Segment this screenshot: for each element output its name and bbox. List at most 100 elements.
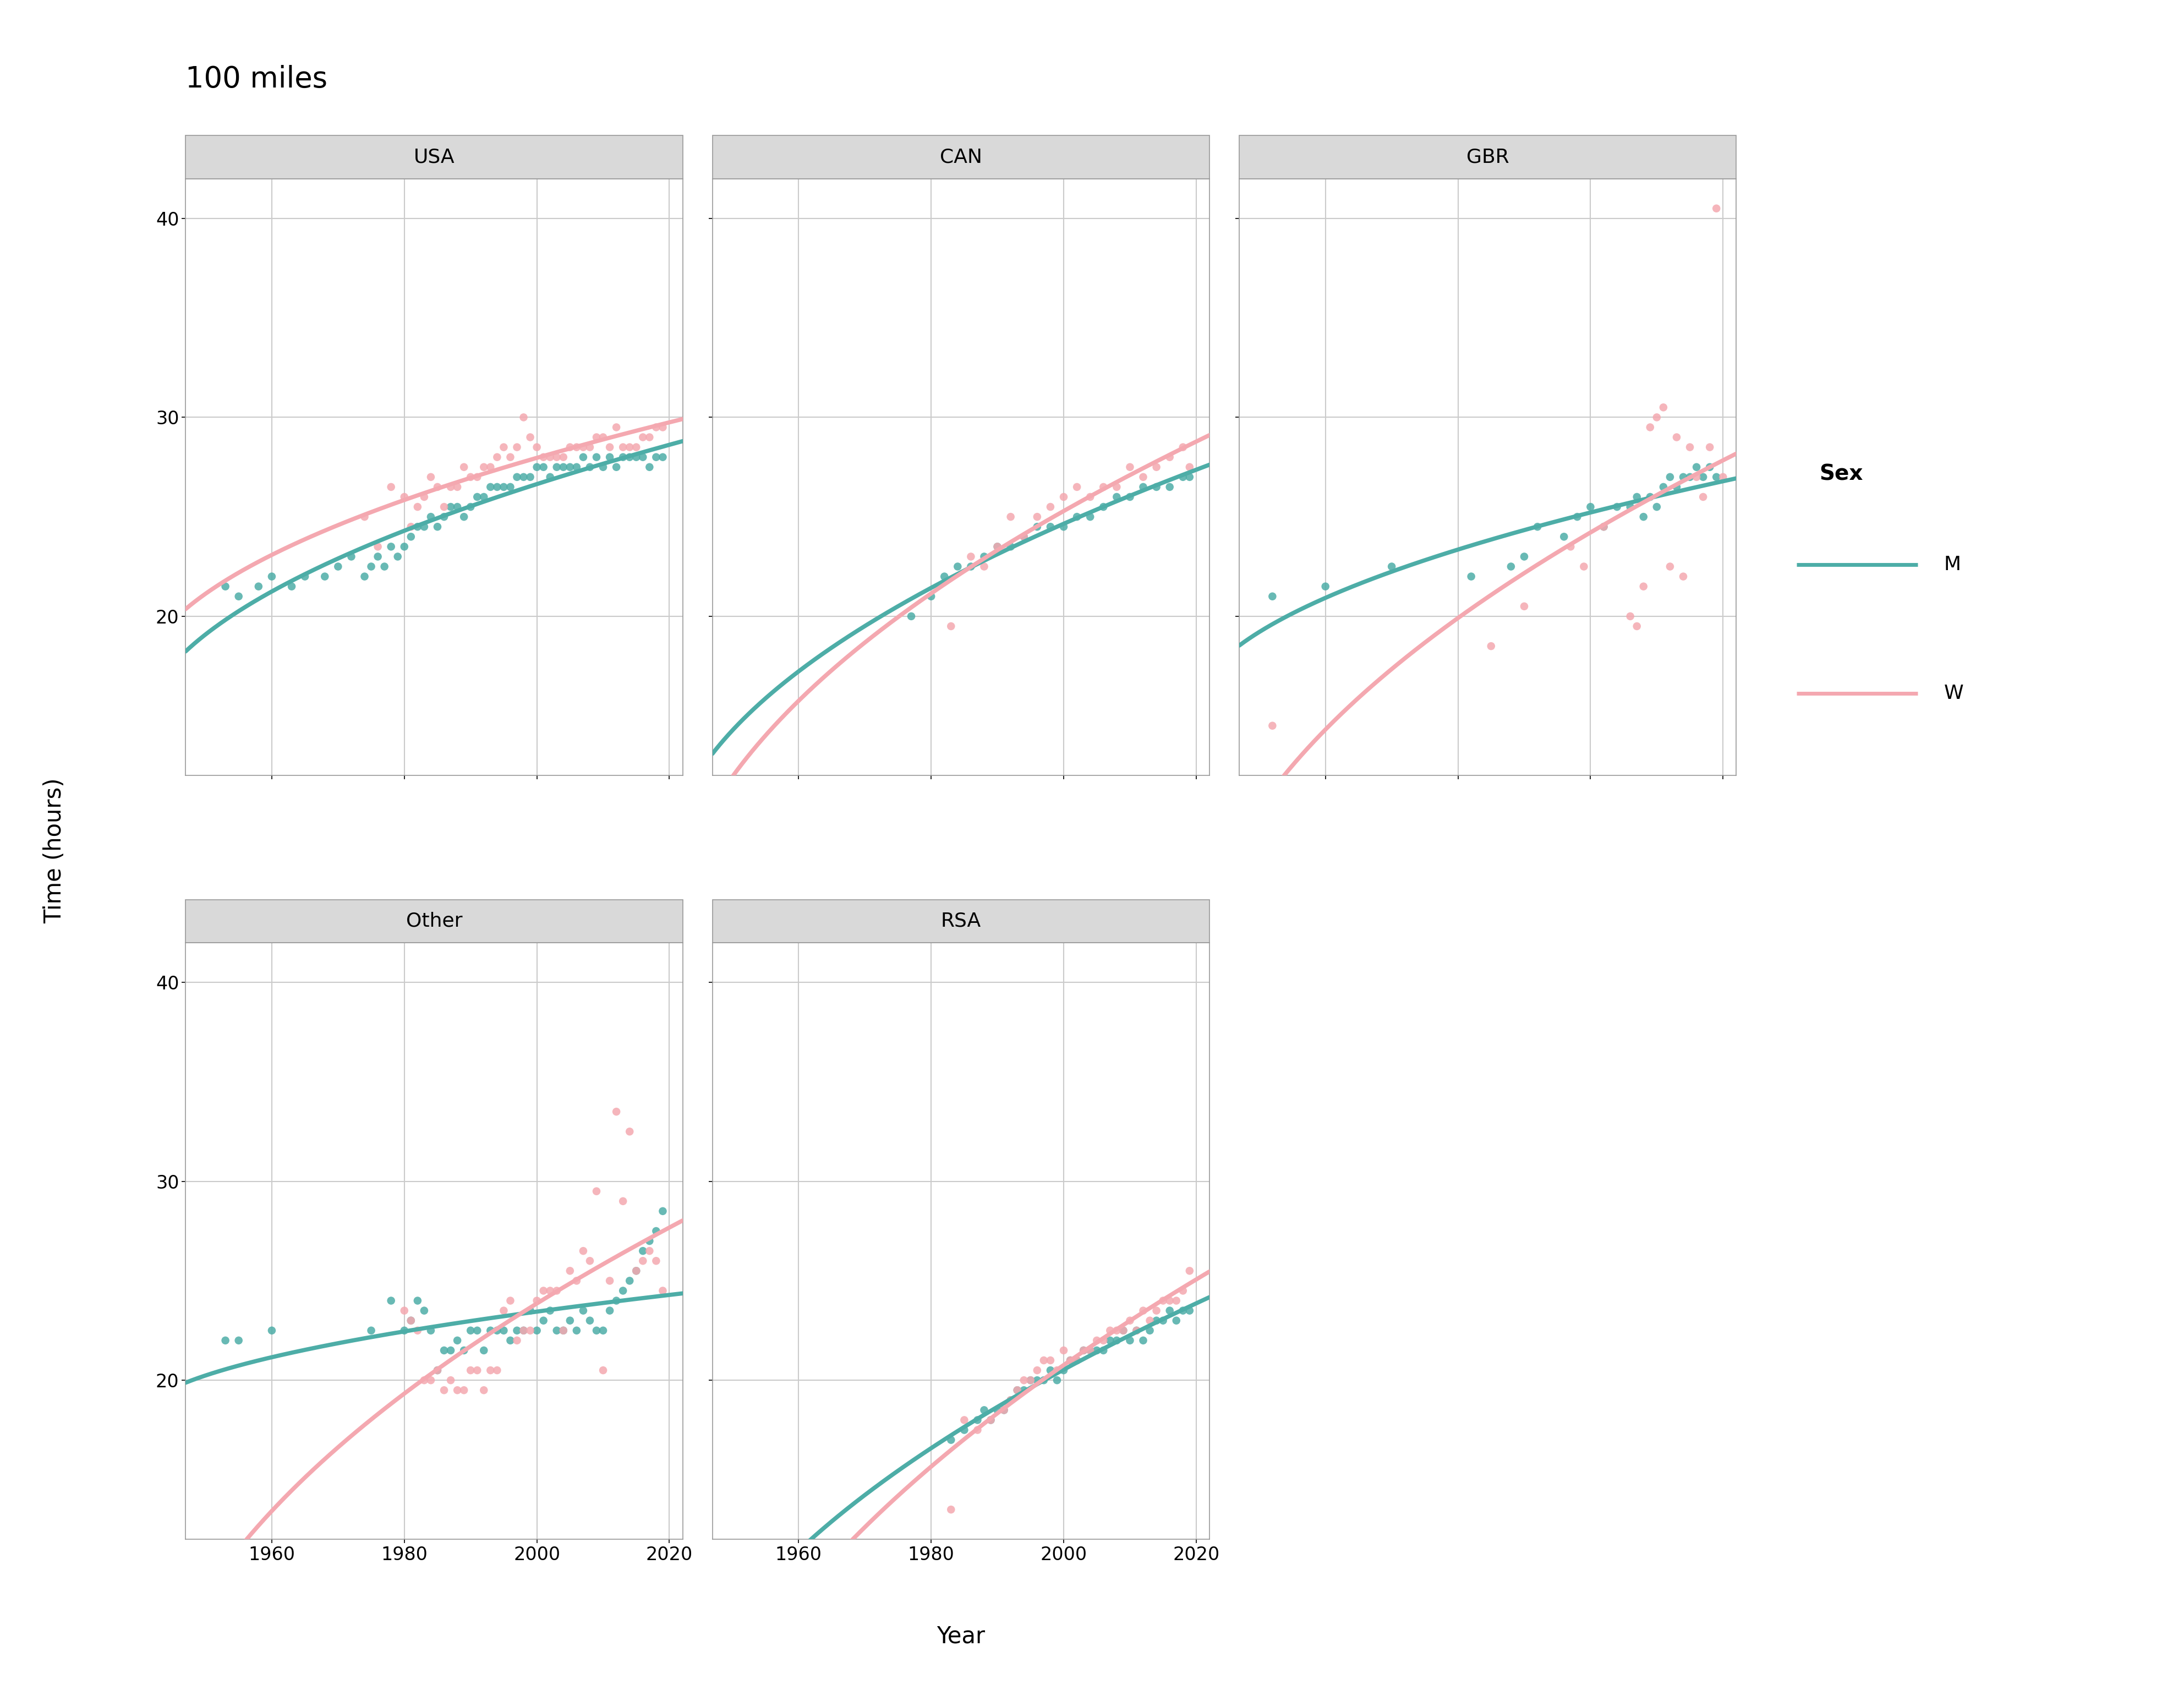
Point [1053,1347,1088,1374]
Point [1059,1347,1094,1374]
Point [1066,1337,1101,1364]
Point [1455,563,1489,590]
Point [1118,1317,1153,1344]
Point [1660,473,1695,500]
Point [400,1317,435,1344]
Point [625,444,660,471]
Point [1007,524,1042,551]
Point [1125,473,1160,500]
Point [334,543,369,570]
Point [592,1267,627,1294]
Point [566,1296,601,1323]
Point [1686,463,1721,490]
Point [1013,1366,1048,1393]
Point [1072,483,1107,510]
Point [553,434,587,461]
Bar [712,136,1210,179]
Point [893,602,928,629]
Point [1660,424,1695,451]
Point [467,1337,502,1364]
Bar [186,136,684,179]
Point [572,1247,607,1274]
Point [539,444,574,471]
Point [419,1357,454,1385]
Point [373,473,408,500]
Point [367,553,402,580]
Point [1256,713,1291,740]
Point [1160,1288,1195,1315]
Point [406,1366,441,1393]
Point [994,1386,1029,1414]
Point [948,1417,983,1444]
Point [1494,553,1529,580]
Point [618,1257,653,1284]
Point [585,1317,620,1344]
Point [467,454,502,481]
Point [1125,463,1160,490]
Text: 100 miles: 100 miles [186,65,328,94]
Point [446,454,480,481]
Point [605,1187,640,1215]
Point [253,563,288,590]
Point [585,424,620,451]
Point [1085,473,1120,500]
Point [1072,503,1107,531]
Point [494,444,529,471]
Point [507,1317,542,1344]
Point [1706,463,1741,490]
Point [1634,483,1669,510]
Point [546,1317,581,1344]
Point [1131,1317,1166,1344]
Point [533,463,568,490]
Point [360,532,395,560]
Point [1673,434,1708,461]
Point [426,493,461,521]
Point [539,454,574,481]
Point [592,1296,627,1323]
Point [439,493,474,521]
Point [1679,463,1714,490]
Bar [1238,136,1736,179]
Point [1118,1317,1153,1344]
Point [913,583,948,611]
Text: CAN: CAN [939,148,983,167]
Point [400,1288,435,1315]
Point [387,1317,422,1344]
Point [585,1357,620,1385]
Point [1640,403,1675,430]
Point [585,454,620,481]
Text: Sex: Sex [1819,464,1863,485]
Point [974,1407,1009,1434]
Point [1308,573,1343,600]
Point [625,424,660,451]
Point [644,444,679,471]
Point [439,1327,474,1354]
Point [598,1288,633,1315]
Point [500,1327,535,1354]
Point [467,1376,502,1403]
Point [1140,1296,1175,1323]
Point [539,1317,574,1344]
Point [1507,592,1542,619]
Point [1125,1327,1160,1354]
Point [400,493,435,521]
Point [1612,493,1647,521]
Point [1007,1376,1042,1403]
Point [1166,463,1201,490]
Point [467,483,502,510]
Point [553,1306,587,1334]
Point [480,1357,515,1385]
Point [598,1099,633,1126]
Point [1059,1347,1094,1374]
Point [1618,483,1653,510]
Point [1140,454,1175,481]
Point [1079,1327,1114,1354]
Point [1085,1337,1120,1364]
Point [1020,1357,1055,1385]
Point [1166,1296,1201,1323]
Point [559,434,594,461]
Point [1693,454,1728,481]
Point [500,434,535,461]
Point [981,532,1016,560]
Point [644,1198,679,1225]
